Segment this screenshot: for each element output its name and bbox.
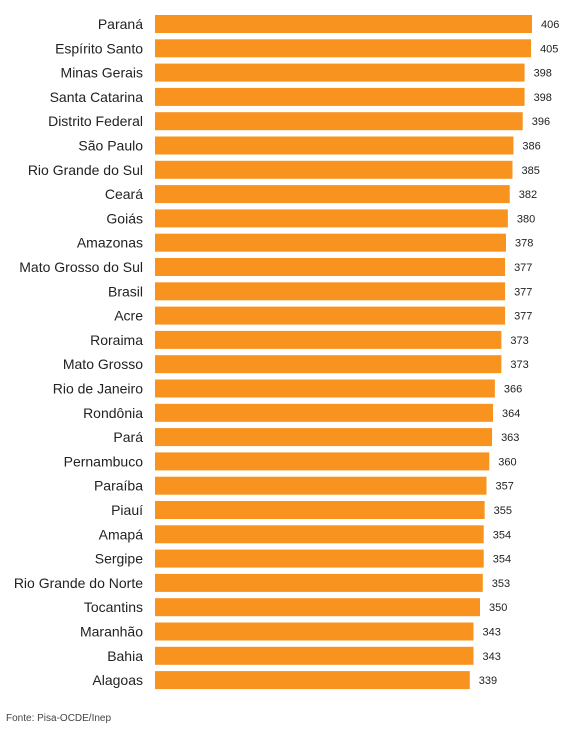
value-label: 350: [489, 602, 507, 614]
value-label: 398: [534, 92, 552, 104]
bar: [155, 355, 502, 374]
value-label: 382: [519, 189, 537, 201]
bar: [155, 452, 490, 471]
category-label: Piauí: [111, 502, 143, 518]
category-label: Acre: [114, 308, 143, 324]
value-label: 396: [532, 116, 550, 128]
value-label: 354: [493, 554, 511, 566]
bar: [155, 379, 495, 398]
bar: [155, 671, 470, 690]
bar: [155, 258, 506, 276]
value-label: 373: [510, 335, 528, 347]
category-label: Bahia: [107, 648, 143, 664]
value-label: 360: [498, 456, 516, 468]
value-label: 357: [496, 481, 514, 493]
category-label: Espírito Santo: [55, 40, 143, 56]
value-label: 405: [540, 43, 558, 55]
category-label: Rio de Janeiro: [53, 381, 143, 397]
value-label: 355: [494, 505, 512, 517]
bar: [155, 63, 525, 82]
value-label: 363: [501, 432, 519, 444]
category-label: Maranhão: [80, 624, 143, 640]
value-label: 366: [504, 384, 522, 396]
bar: [155, 525, 484, 544]
bar-chart: Paraná 406 Espírito Santo 405 Minas Gerais 39…: [14, 15, 559, 690]
category-label: Rio Grande do Norte: [14, 575, 143, 591]
value-label: 380: [517, 213, 535, 225]
category-label: Sergipe: [95, 551, 143, 567]
category-label: São Paulo: [78, 138, 143, 154]
bar: [155, 136, 514, 155]
value-label: 343: [483, 651, 501, 663]
category-label: Paraná: [98, 16, 143, 32]
category-label: Mato Grosso do Sul: [19, 259, 143, 275]
bar: [155, 403, 493, 422]
bar: [155, 233, 506, 252]
bar: [155, 209, 508, 228]
category-label: Distrito Federal: [48, 113, 143, 129]
value-label: 385: [522, 165, 540, 177]
category-label: Roraima: [90, 332, 143, 348]
value-label: 398: [534, 68, 552, 80]
bar: [155, 185, 510, 204]
value-label: 378: [515, 238, 533, 250]
value-label: 377: [514, 311, 532, 323]
category-label: Pernambuco: [64, 453, 144, 469]
bar: [155, 573, 483, 592]
bar: [155, 306, 506, 325]
category-label: Rondônia: [83, 405, 143, 421]
bar: [155, 160, 513, 179]
bar: [155, 330, 502, 349]
bar: [155, 476, 487, 495]
value-label: 364: [502, 408, 520, 420]
bar: [155, 15, 532, 33]
bar: [155, 87, 525, 106]
value-label: 354: [493, 529, 511, 541]
value-label: 377: [514, 286, 532, 298]
value-label: 343: [483, 627, 501, 639]
bar: [155, 39, 532, 58]
value-label: 353: [492, 578, 510, 590]
category-label: Alagoas: [92, 672, 143, 688]
category-label: Ceará: [105, 186, 143, 202]
category-label: Goiás: [106, 210, 143, 226]
bar: [155, 646, 474, 665]
bar: [155, 501, 485, 519]
bar: [155, 622, 474, 641]
category-label: Brasil: [108, 283, 143, 299]
value-label: 406: [541, 19, 559, 31]
bar: [155, 112, 523, 131]
value-label: 377: [514, 262, 532, 274]
category-label: Amapá: [99, 526, 144, 542]
category-label: Pará: [113, 429, 143, 445]
category-label: Paraíba: [94, 478, 143, 494]
source-note: Fonte: Pisa-OCDE/Inep: [6, 713, 112, 724]
category-label: Santa Catarina: [50, 89, 144, 105]
category-label: Mato Grosso: [63, 356, 143, 372]
value-label: 386: [522, 141, 540, 153]
bar: [155, 549, 484, 568]
value-label: 339: [479, 675, 497, 687]
value-label: 373: [510, 359, 528, 371]
category-label: Tocantins: [84, 599, 143, 615]
category-label: Amazonas: [77, 235, 143, 251]
category-label: Minas Gerais: [61, 65, 143, 81]
bar: [155, 598, 480, 617]
category-label: Rio Grande do Sul: [28, 162, 143, 178]
bar: [155, 428, 493, 447]
bar: [155, 282, 506, 301]
